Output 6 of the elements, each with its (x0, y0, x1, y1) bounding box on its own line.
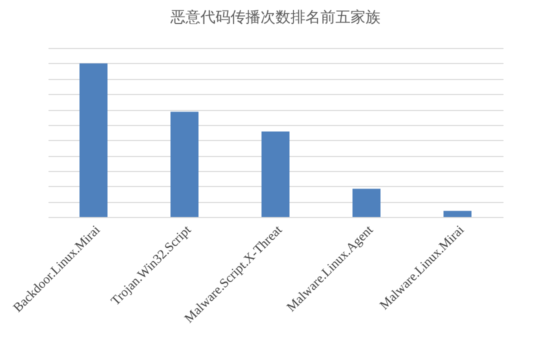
bar (444, 210, 472, 217)
bar (352, 188, 380, 217)
chart-title: 恶意代码传播次数排名前五家族 (170, 9, 380, 26)
bar (262, 131, 290, 217)
bar (80, 63, 108, 217)
bar (170, 112, 198, 217)
